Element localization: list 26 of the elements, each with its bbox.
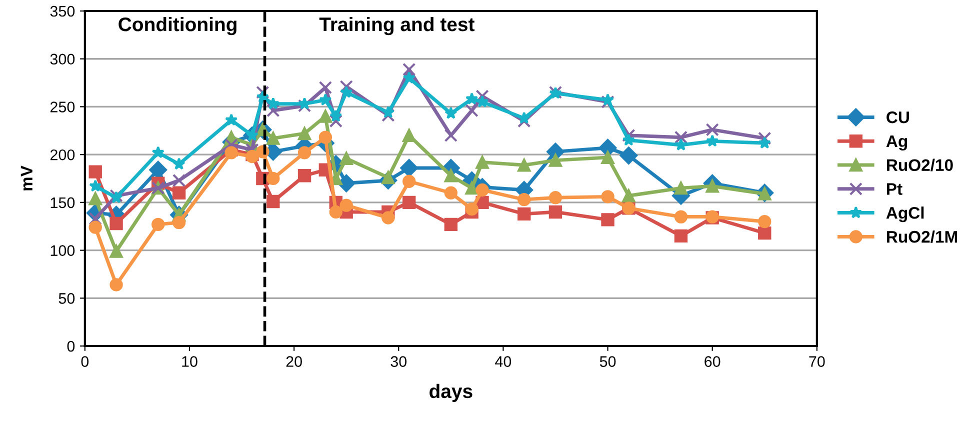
x-tick-label: 70 (809, 356, 825, 367)
x-tick-label: 20 (286, 356, 302, 367)
y-tick-label: 100 (50, 245, 75, 256)
legend-label: RuO2/1M (887, 230, 958, 243)
x-tick-label: 50 (600, 356, 616, 367)
y-tick-label: 50 (58, 293, 75, 304)
y-tick-label: 150 (50, 197, 75, 208)
x-tick-label: 40 (495, 356, 512, 367)
y-tick-label: 350 (50, 6, 75, 17)
y-axis-title: mV (20, 166, 32, 190)
legend-label: AgCl (886, 206, 924, 222)
x-axis-title: days (430, 384, 472, 402)
legend-label: RuO2/10 (887, 158, 953, 172)
legend-label: Ag (886, 135, 907, 150)
y-tick-label: 250 (50, 102, 75, 112)
legend-label: Pt (887, 183, 902, 195)
x-tick-label: 10 (182, 356, 198, 367)
y-tick-label: 300 (50, 54, 75, 65)
x-tick-label: 60 (704, 356, 720, 367)
annotation: Training and test (319, 16, 474, 36)
y-tick-label: 200 (50, 149, 75, 160)
x-tick-label: 0 (81, 356, 89, 367)
legend-label: CU (886, 111, 909, 124)
y-tick-label: 0 (67, 340, 75, 352)
x-tick-label: 30 (390, 356, 407, 367)
annotation: Conditioning (118, 16, 236, 36)
